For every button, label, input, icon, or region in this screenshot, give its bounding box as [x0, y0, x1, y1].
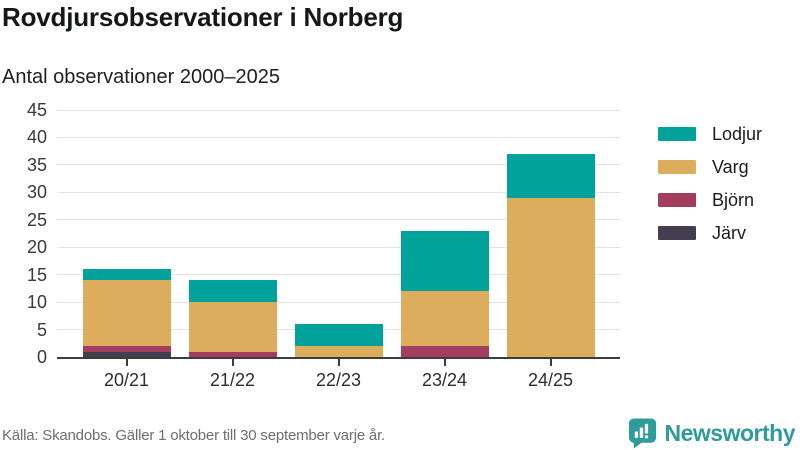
bar-20-21	[82, 269, 171, 357]
legend-swatch	[658, 193, 696, 207]
bar-segment-björn	[82, 346, 171, 352]
y-tick-label: 35	[26, 154, 47, 175]
newsworthy-bubble-chart-icon	[627, 417, 658, 449]
legend: Lodjur Varg Björn Järv	[658, 124, 762, 243]
bar-segment-lodjur	[506, 153, 595, 198]
bar-22-23	[294, 324, 383, 357]
bar-segment-björn	[188, 351, 277, 357]
chart-subtitle: Antal observationer 2000–2025	[2, 66, 280, 88]
legend-item-varg: Varg	[658, 157, 762, 177]
legend-label: Varg	[712, 157, 749, 177]
bar-segment-varg	[188, 302, 277, 352]
y-tick-label: 10	[26, 292, 47, 313]
legend-item-järv: Järv	[658, 223, 762, 243]
x-tick	[549, 359, 552, 366]
y-tick-label: 20	[26, 237, 47, 258]
x-tick	[443, 359, 446, 366]
bar-segment-lodjur	[82, 269, 171, 281]
x-tick	[337, 359, 340, 366]
x-tick-label: 21/22	[209, 370, 256, 390]
gridline-y-20	[57, 246, 620, 248]
legend-swatch	[658, 160, 696, 174]
source-note: Källa: Skandobs. Gäller 1 oktober till 3…	[2, 427, 386, 444]
x-tick-label: 24/25	[527, 370, 574, 390]
gridline-y-15	[57, 274, 620, 276]
bar-segment-lodjur	[400, 230, 489, 292]
bar-segment-lodjur	[188, 280, 277, 303]
legend-swatch	[658, 226, 696, 240]
brand-wordmark: Newsworthy	[664, 419, 796, 446]
bar-24-25	[506, 153, 595, 357]
y-tick-label: 45	[26, 100, 47, 120]
bar-segment-varg	[82, 280, 171, 347]
legend-swatch	[658, 127, 696, 141]
x-tick-label: 23/24	[421, 370, 468, 390]
y-tick-label: 30	[26, 182, 47, 203]
bar-segment-järv	[82, 351, 171, 357]
brand-logo: Newsworthy	[627, 416, 796, 450]
legend-label: Lodjur	[712, 124, 763, 144]
legend-label: Järv	[712, 223, 747, 243]
chart-title: Rovdjursobservationer i Norberg	[2, 2, 404, 32]
y-tick-label: 40	[26, 127, 47, 148]
gridline-y-45	[57, 109, 620, 111]
bar-segment-varg	[400, 291, 489, 347]
gridline-y-25	[57, 219, 620, 221]
gridline-y-30	[57, 191, 620, 193]
x-tick	[231, 359, 234, 366]
bar-21-22	[188, 280, 277, 357]
gridline-y-40	[57, 136, 620, 138]
bar-segment-björn	[400, 346, 489, 357]
plot-area	[57, 109, 620, 359]
legend-item-lodjur: Lodjur	[658, 124, 762, 144]
y-tick-label: 0	[36, 347, 47, 367]
legend-label: Björn	[712, 190, 755, 210]
x-tick	[125, 359, 128, 366]
bar-segment-lodjur	[294, 324, 383, 347]
x-tick-label: 22/23	[315, 370, 362, 390]
bar-23-24	[400, 230, 489, 357]
x-axis-line	[57, 357, 620, 359]
y-axis: 0 5 10 15 20 25 30 35 40 45	[0, 101, 47, 366]
y-tick-label: 15	[26, 264, 47, 285]
legend-item-björn: Björn	[658, 190, 762, 210]
y-tick-label: 5	[36, 319, 47, 340]
bar-segment-varg	[294, 346, 383, 357]
x-axis: 20/21 21/22 22/23 23/24 24/25	[57, 359, 620, 399]
x-tick-label: 20/21	[103, 370, 150, 390]
y-tick-label: 25	[26, 209, 47, 230]
gridline-y-10	[57, 301, 620, 303]
bar-segment-varg	[506, 197, 595, 357]
gridline-y-35	[57, 164, 620, 166]
